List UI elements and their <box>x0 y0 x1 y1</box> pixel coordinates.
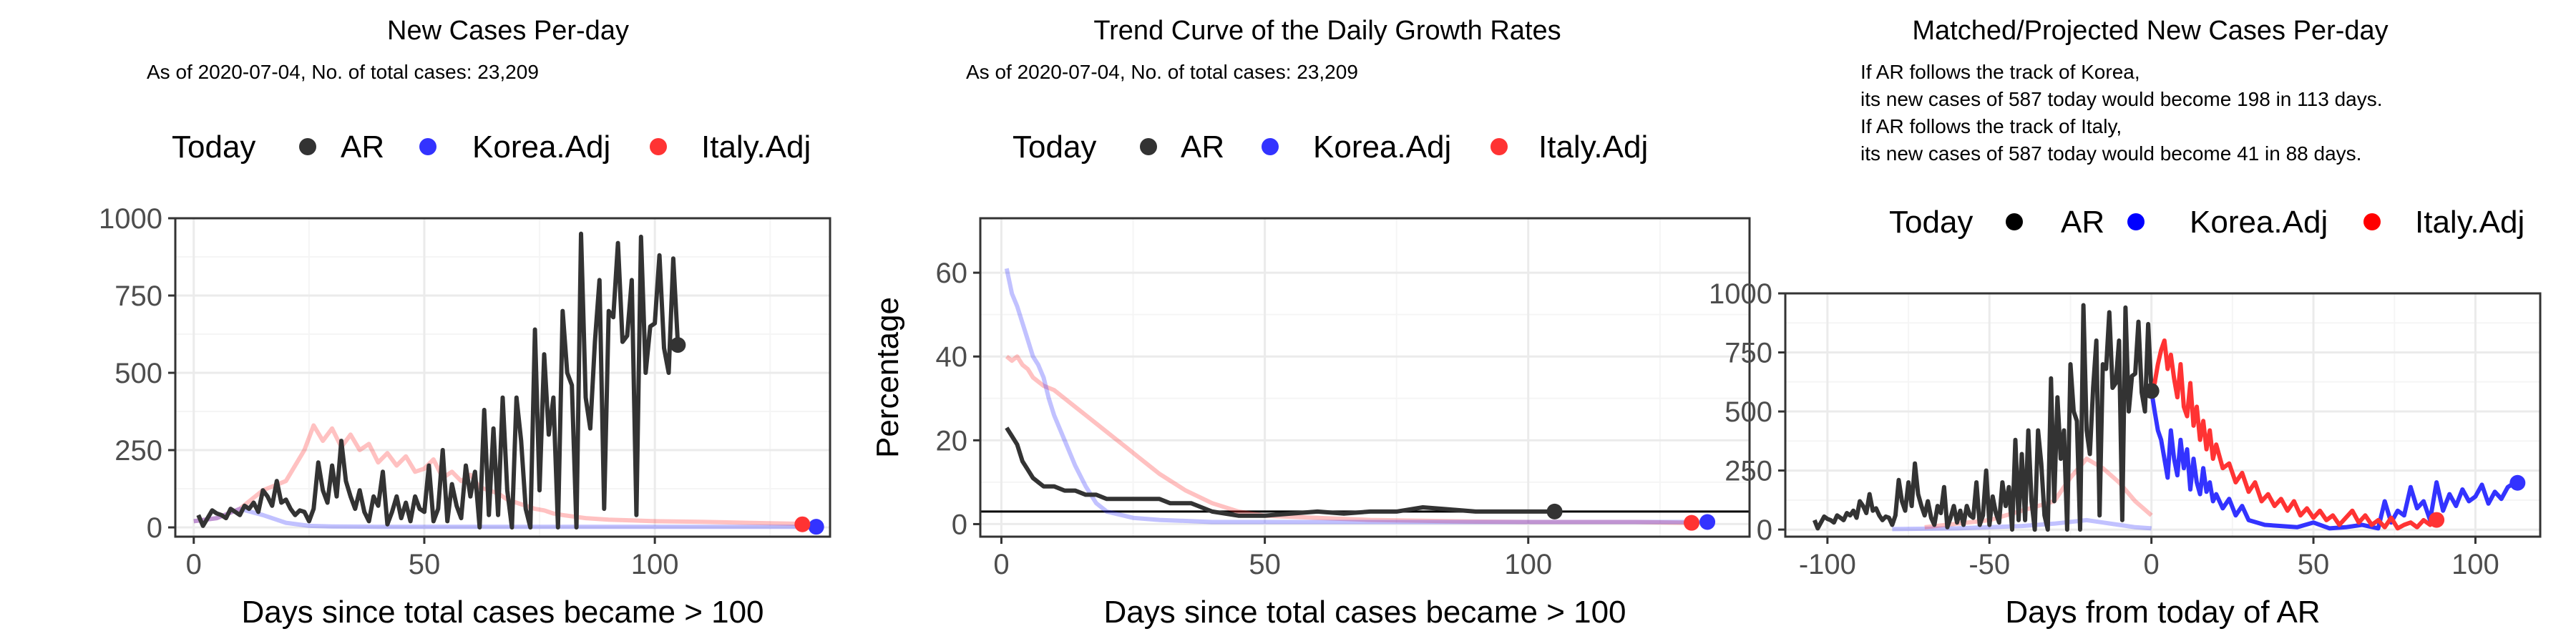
series-line-italy-adj <box>2149 338 2438 531</box>
chart-title: Matched/Projected New Cases Per-day <box>1912 16 2388 46</box>
today-point-ar <box>2143 383 2160 399</box>
y-axis-title: Percentage <box>870 297 905 458</box>
legend-key-korea-adj <box>1262 138 1279 155</box>
legend-key-ar <box>299 138 316 155</box>
x-tick-label: 0 <box>993 549 1009 580</box>
today-point-italy-adj <box>2429 512 2445 528</box>
legend-key-italy-adj <box>2363 213 2381 230</box>
x-tick-label: 100 <box>1504 549 1552 580</box>
x-tick-label: 0 <box>2144 549 2160 580</box>
today-point-ar <box>670 337 686 353</box>
x-tick-label: 50 <box>409 549 441 580</box>
panel-border <box>1784 292 2542 538</box>
legend: Today AR Korea.Adj Italy.Adj <box>1013 130 1648 165</box>
x-axis-title: Days since total cases became > 100 <box>1103 595 1626 630</box>
x-tick-label: -100 <box>1799 549 1856 580</box>
y-tick-label: 500 <box>1724 396 1772 428</box>
y-tick-label: 1000 <box>1709 278 1772 310</box>
today-point-ar <box>1546 503 1563 519</box>
x-tick-label: 100 <box>631 549 679 580</box>
legend-label: Italy.Adj <box>1538 130 1648 165</box>
series-line-korea-adj <box>1004 268 1708 525</box>
x-tick-label: 0 <box>186 549 202 580</box>
legend-label: AR <box>1181 130 1224 165</box>
panel-border <box>979 217 1751 538</box>
chart-subtitle: As of 2020-07-04, No. of total cases: 23… <box>147 61 539 83</box>
legend-key-ar <box>1140 138 1157 155</box>
legend-key-korea-adj <box>2127 213 2145 230</box>
today-point-korea-adj <box>2509 474 2526 491</box>
chart-2: Trend Curve of the Daily Growth Rates As … <box>870 16 1751 630</box>
plot-panel <box>168 217 831 544</box>
legend-label: AR <box>341 130 384 165</box>
legend-key-italy-adj <box>650 138 667 155</box>
y-tick-label: 0 <box>1757 514 1772 546</box>
y-tick-label: 250 <box>114 435 162 467</box>
x-axis-title: Days since total cases became > 100 <box>241 595 763 630</box>
series-line-korea-adj <box>2149 390 2516 531</box>
y-tick-label: 40 <box>936 341 968 373</box>
today-point-korea-adj <box>808 519 824 535</box>
chart-annotation: If AR follows the track of Italy, <box>1860 115 2122 137</box>
chart-title: New Cases Per-day <box>387 16 629 46</box>
chart-annotation: its new cases of 587 today would become … <box>1860 88 2383 110</box>
x-tick-label: 50 <box>2298 549 2330 580</box>
legend-label: Italy.Adj <box>2415 205 2524 240</box>
series-line-ar <box>1005 426 1555 518</box>
y-tick-label: 750 <box>114 280 162 312</box>
series-line-italy-adj <box>1005 354 1692 525</box>
x-axis-title: Days from today of AR <box>2005 595 2320 630</box>
chart-1: New Cases Per-day As of 2020-07-04, No. o… <box>99 16 831 630</box>
y-tick-label: 750 <box>1724 338 1772 369</box>
legend-title: Today <box>172 130 255 165</box>
x-tick-label: -50 <box>1968 549 2010 580</box>
chart-subtitle: As of 2020-07-04, No. of total cases: 23… <box>966 61 1358 83</box>
legend-key-italy-adj <box>1491 138 1508 155</box>
plot-panel <box>1778 292 2542 544</box>
legend-key-korea-adj <box>419 138 436 155</box>
series-line-korea-adj-matched- <box>1892 517 2152 532</box>
legend-label: Italy.Adj <box>701 130 811 165</box>
today-point-italy-adj <box>794 516 811 532</box>
legend: Today AR Korea.Adj Italy.Adj <box>172 130 811 165</box>
y-tick-label: 0 <box>147 512 162 544</box>
legend-label: AR <box>2061 205 2104 240</box>
y-tick-label: 1000 <box>99 203 162 235</box>
legend: Today AR Korea.Adj Italy.Adj <box>1889 205 2524 240</box>
today-point-korea-adj <box>1699 514 1716 530</box>
legend-title: Today <box>1889 205 1973 240</box>
today-point-italy-adj <box>1684 514 1700 531</box>
y-tick-label: 20 <box>936 425 968 457</box>
series-line-italy-adj <box>193 423 803 527</box>
legend-key-ar <box>2006 213 2023 230</box>
y-tick-label: 500 <box>114 358 162 389</box>
plot-panel <box>973 217 1751 544</box>
series-line-ar <box>1813 303 2154 532</box>
legend-title: Today <box>1013 130 1096 165</box>
chart-3: Matched/Projected New Cases Per-day If AR… <box>1709 16 2542 630</box>
chart-title: Trend Curve of the Daily Growth Rates <box>1093 16 1561 46</box>
y-tick-label: 250 <box>1724 456 1772 487</box>
panel-border <box>174 217 831 538</box>
y-tick-label: 60 <box>936 258 968 289</box>
legend-label: Korea.Adj <box>472 130 610 165</box>
y-tick-label: 0 <box>952 509 967 540</box>
legend-label: Korea.Adj <box>2190 205 2328 240</box>
x-tick-label: 100 <box>2451 549 2499 580</box>
legend-label: Korea.Adj <box>1313 130 1451 165</box>
x-tick-label: 50 <box>1249 549 1281 580</box>
chart-annotation: If AR follows the track of Korea, <box>1860 61 2140 83</box>
chart-annotation: its new cases of 587 today would become … <box>1860 142 2361 165</box>
series-line-ar <box>196 231 680 530</box>
